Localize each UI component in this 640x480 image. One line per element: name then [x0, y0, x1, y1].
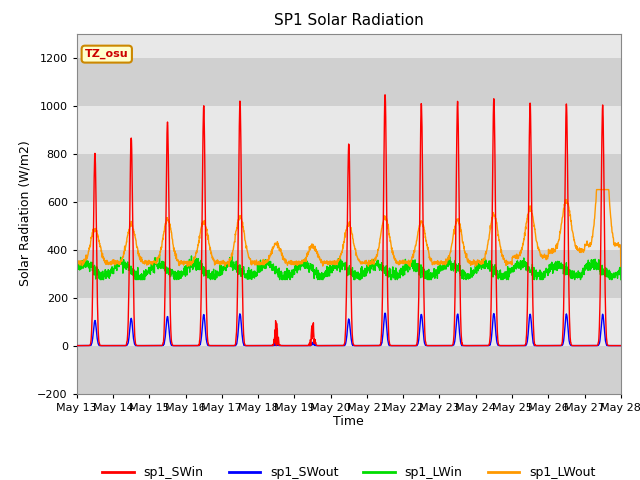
Bar — [77, 250, 621, 298]
sp1_LWout — [73, 260, 81, 266]
sp1_LWout — [593, 187, 600, 192]
sp1_LWout — [507, 259, 515, 265]
Line: sp1_LWout: sp1_LWout — [77, 190, 621, 266]
sp1_LWin — [73, 272, 81, 278]
sp1_LWin — [617, 276, 625, 282]
sp1_SWout — [507, 343, 515, 348]
sp1_SWin — [381, 92, 388, 97]
Legend: sp1_SWin, sp1_SWout, sp1_LWin, sp1_LWout: sp1_SWin, sp1_SWout, sp1_LWin, sp1_LWout — [97, 461, 600, 480]
sp1_LWout — [184, 264, 191, 269]
sp1_SWout — [569, 343, 577, 348]
sp1_SWin — [73, 343, 81, 348]
Text: TZ_osu: TZ_osu — [85, 49, 129, 59]
Title: SP1 Solar Radiation: SP1 Solar Radiation — [274, 13, 424, 28]
sp1_SWout — [225, 343, 232, 348]
sp1_SWout — [376, 343, 384, 348]
sp1_SWin — [376, 342, 384, 348]
X-axis label: Time: Time — [333, 415, 364, 429]
sp1_LWin — [584, 257, 592, 263]
sp1_LWin — [377, 263, 385, 269]
sp1_LWin — [97, 276, 104, 282]
Line: sp1_LWin: sp1_LWin — [77, 255, 621, 279]
sp1_LWin — [156, 252, 163, 258]
sp1_SWout — [584, 343, 592, 348]
sp1_LWin — [365, 266, 372, 272]
sp1_LWout — [365, 259, 372, 265]
sp1_SWin — [569, 343, 577, 348]
sp1_LWin — [225, 262, 233, 267]
sp1_LWin — [508, 268, 515, 274]
Bar — [77, 58, 621, 106]
sp1_LWout — [617, 264, 625, 269]
sp1_SWout — [365, 343, 372, 348]
sp1_LWin — [570, 275, 577, 281]
sp1_LWout — [584, 242, 592, 248]
sp1_SWin — [365, 343, 372, 348]
sp1_LWout — [225, 259, 232, 265]
Y-axis label: Solar Radiation (W/m2): Solar Radiation (W/m2) — [19, 141, 32, 287]
sp1_SWin — [584, 343, 592, 348]
sp1_LWout — [376, 234, 384, 240]
sp1_SWin — [225, 343, 232, 348]
sp1_SWout — [73, 343, 81, 348]
sp1_SWout — [617, 343, 625, 348]
sp1_SWout — [381, 310, 388, 316]
Bar — [77, 346, 621, 394]
Line: sp1_SWout: sp1_SWout — [77, 313, 621, 346]
Bar — [77, 154, 621, 202]
sp1_SWin — [617, 343, 625, 348]
Line: sp1_SWin: sp1_SWin — [77, 95, 621, 346]
sp1_SWin — [507, 343, 515, 348]
sp1_LWout — [569, 230, 577, 236]
